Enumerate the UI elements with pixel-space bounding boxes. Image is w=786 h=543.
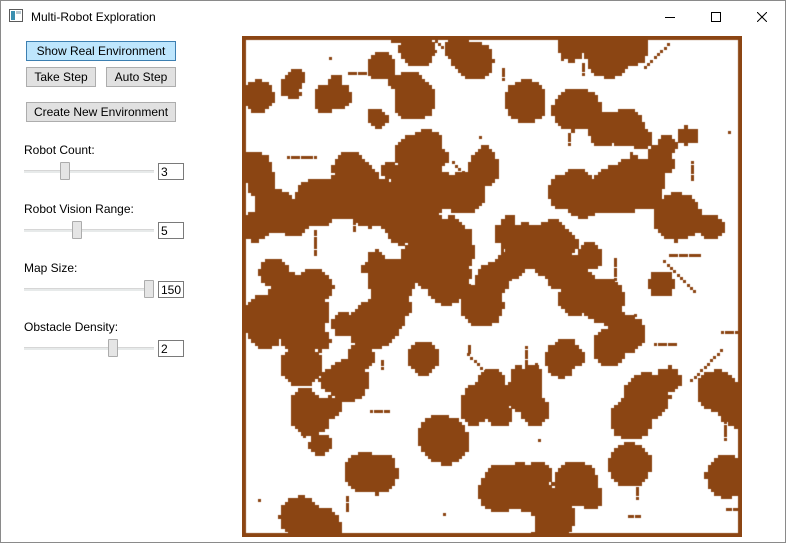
minimize-icon	[665, 16, 675, 18]
slider-thumb[interactable]	[144, 280, 154, 298]
robot-vision-range-label: Robot Vision Range:	[24, 202, 134, 216]
take-step-button[interactable]: Take Step	[26, 67, 96, 87]
slider-track	[24, 288, 154, 292]
create-new-environment-button[interactable]: Create New Environment	[26, 102, 176, 122]
map-size-field[interactable]: 150	[158, 281, 184, 298]
robot-vision-range-field[interactable]: 5	[158, 222, 184, 239]
title-bar: Multi-Robot Exploration	[1, 1, 785, 32]
close-icon	[757, 11, 767, 22]
obstacle-density-slider[interactable]	[24, 338, 154, 358]
minimize-button[interactable]	[647, 1, 693, 32]
robot-count-field[interactable]: 3	[158, 163, 184, 180]
slider-track	[24, 170, 154, 174]
slider-track	[24, 347, 154, 351]
slider-thumb[interactable]	[60, 162, 70, 180]
maximize-button[interactable]	[693, 1, 739, 32]
app-icon	[9, 9, 23, 22]
obstacle-density-label: Obstacle Density:	[24, 320, 119, 334]
map-size-slider[interactable]	[24, 279, 154, 299]
slider-thumb[interactable]	[72, 221, 82, 239]
auto-step-button[interactable]: Auto Step	[106, 67, 176, 87]
slider-thumb[interactable]	[108, 339, 118, 357]
show-real-environment-button[interactable]: Show Real Environment	[26, 41, 176, 61]
maximize-icon	[711, 11, 721, 22]
robot-count-label: Robot Count:	[24, 143, 95, 157]
environment-map	[242, 36, 742, 537]
map-size-label: Map Size:	[24, 261, 78, 275]
robot-vision-range-slider[interactable]	[24, 220, 154, 240]
slider-track	[24, 229, 154, 233]
window-title: Multi-Robot Exploration	[31, 10, 156, 24]
close-button[interactable]	[739, 1, 785, 32]
robot-count-slider[interactable]	[24, 161, 154, 181]
obstacle-density-field[interactable]: 2	[158, 340, 184, 357]
